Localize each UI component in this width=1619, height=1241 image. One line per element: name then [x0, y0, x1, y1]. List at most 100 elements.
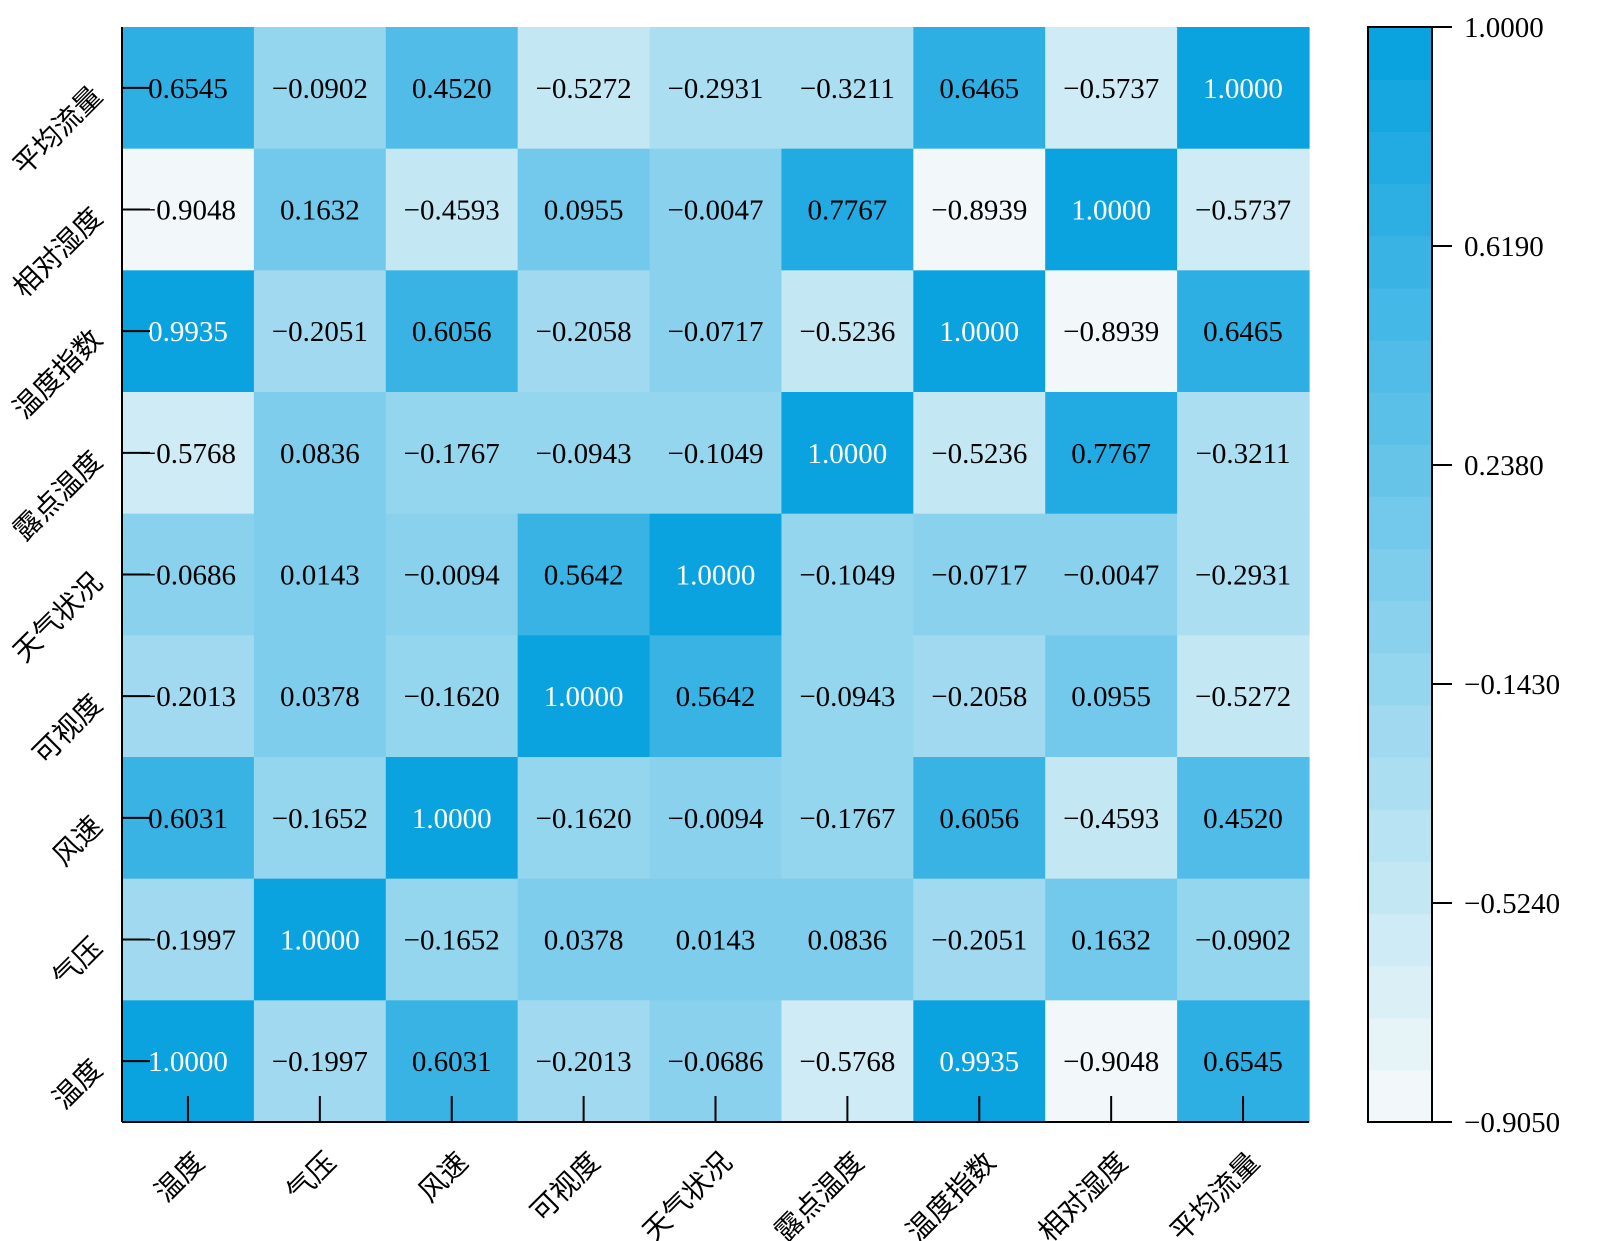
heatmap-cell [253, 513, 387, 636]
heatmap-cell [781, 878, 914, 1001]
colorbar-segment [1368, 183, 1432, 237]
heatmap-cell [517, 878, 651, 1001]
cell-value-label: 1.0000 [280, 925, 360, 957]
colorbar-segment [1368, 287, 1432, 341]
heatmap-cell [649, 878, 783, 1001]
cell-value-label: −0.1620 [404, 681, 500, 713]
cell-value-label: −0.0717 [931, 560, 1027, 592]
y-tick-label: 平均流量 [6, 79, 109, 182]
colorbar-segment [1368, 965, 1432, 1019]
x-tick-label: 天气状况 [636, 1146, 739, 1241]
cell-value-label: 0.6465 [939, 73, 1019, 105]
cell-value-label: −0.0094 [667, 803, 764, 835]
heatmap-cell [649, 392, 783, 515]
cell-value-label: −0.0902 [272, 73, 368, 105]
cell-value-label: −0.4593 [1063, 803, 1159, 835]
heatmap-cell [913, 392, 1046, 515]
cell-value-label: −0.3211 [1196, 438, 1291, 470]
cell-value-label: −0.0902 [1195, 925, 1291, 957]
heatmap-cell [253, 270, 387, 393]
colorbar-segment [1368, 235, 1432, 289]
cell-value-label: −0.1997 [140, 925, 236, 957]
cell-value-label: −0.3211 [800, 73, 895, 105]
heatmap-cell [253, 635, 387, 758]
cell-value-label: 0.6031 [148, 803, 228, 835]
y-tick-label: 相对湿度 [6, 201, 109, 304]
heatmap-cell [781, 270, 914, 393]
heatmap-cell [1045, 878, 1178, 1001]
heatmap-cell [649, 27, 783, 150]
heatmap-cell [1177, 392, 1310, 515]
cell-value-label: −0.1997 [272, 1046, 368, 1078]
cell-value-label: −0.9048 [140, 195, 236, 227]
heatmap-cell [913, 635, 1046, 758]
heatmap-cell [1177, 757, 1310, 880]
cell-value-label: −0.2051 [931, 925, 1027, 957]
cell-value-label: 0.0143 [676, 925, 756, 957]
heatmap-cell [1177, 878, 1310, 1001]
colorbar-segment [1368, 79, 1432, 132]
cell-value-label: −0.1049 [799, 560, 895, 592]
colorbar-segment [1368, 913, 1432, 967]
heatmap-axes [121, 27, 1309, 1123]
cell-value-label: −0.8939 [931, 195, 1027, 227]
x-tick-label: 温度指数 [900, 1146, 1003, 1241]
cell-value-label: 0.4520 [1203, 803, 1283, 835]
heatmap-cell [253, 148, 387, 271]
colorbar-tick-label: 0.2380 [1464, 450, 1544, 482]
cell-value-label: 1.0000 [808, 438, 888, 470]
heatmap-cell [1177, 27, 1310, 150]
colorbar-segment [1368, 861, 1432, 915]
cell-value-label: 0.7767 [1071, 438, 1151, 470]
heatmap-cell [517, 513, 651, 636]
cell-value-label: −0.0943 [799, 681, 895, 713]
cell-value-label: 0.0955 [1071, 681, 1151, 713]
heatmap-cell [1177, 635, 1310, 758]
cell-value-label: 0.0836 [280, 438, 360, 470]
cell-value-label: −0.0943 [536, 438, 632, 470]
cell-value-label: 0.6545 [148, 73, 228, 105]
cell-value-label: −0.0717 [667, 316, 763, 348]
heatmap-cell [253, 757, 387, 880]
cell-value-label: 1.0000 [676, 560, 756, 592]
cell-value-label: 0.9935 [148, 316, 228, 348]
heatmap-cell [1177, 148, 1310, 271]
heatmap-cell [913, 148, 1046, 271]
cell-value-label: 0.0143 [280, 560, 360, 592]
colorbar-segment [1368, 704, 1432, 758]
colorbar-segment [1368, 392, 1432, 445]
cell-value-label: −0.2051 [272, 316, 368, 348]
cell-value-label: −0.1652 [404, 925, 500, 957]
cell-value-label: 1.0000 [1203, 73, 1283, 105]
heatmap-cell [385, 27, 519, 150]
y-tick-label: 天气状况 [6, 566, 109, 669]
x-tick-label: 露点温度 [768, 1146, 871, 1241]
cell-value-label: −0.1620 [536, 803, 632, 835]
heatmap-cell [649, 148, 783, 271]
heatmap-cell [517, 148, 651, 271]
colorbar-tick-label: −0.1430 [1464, 669, 1560, 701]
heatmap-cell [517, 635, 651, 758]
heatmap-cell [517, 392, 651, 515]
heatmap-cell [781, 392, 914, 515]
cell-value-label: −0.2058 [931, 681, 1027, 713]
heatmap-cell [781, 513, 914, 636]
y-tick-label: 气压 [46, 931, 109, 994]
cell-value-label: −0.0686 [667, 1046, 763, 1078]
heatmap-cell [649, 757, 783, 880]
colorbar-segment [1368, 444, 1432, 497]
colorbar-tick-label: −0.5240 [1464, 888, 1560, 920]
cell-value-label: −0.1767 [404, 438, 500, 470]
colorbar-segment [1368, 1017, 1432, 1071]
colorbar-segment [1368, 809, 1432, 862]
cell-value-label: −0.5272 [1195, 681, 1291, 713]
cell-value-label: 0.0378 [280, 681, 360, 713]
cell-value-label: 0.0378 [544, 925, 624, 957]
heatmap-cell [913, 27, 1046, 150]
y-tick-label: 可视度 [26, 688, 109, 771]
heatmap-cell [649, 513, 783, 636]
colorbar-tick-label: −0.9050 [1464, 1107, 1560, 1139]
heatmap-cell [913, 270, 1046, 393]
